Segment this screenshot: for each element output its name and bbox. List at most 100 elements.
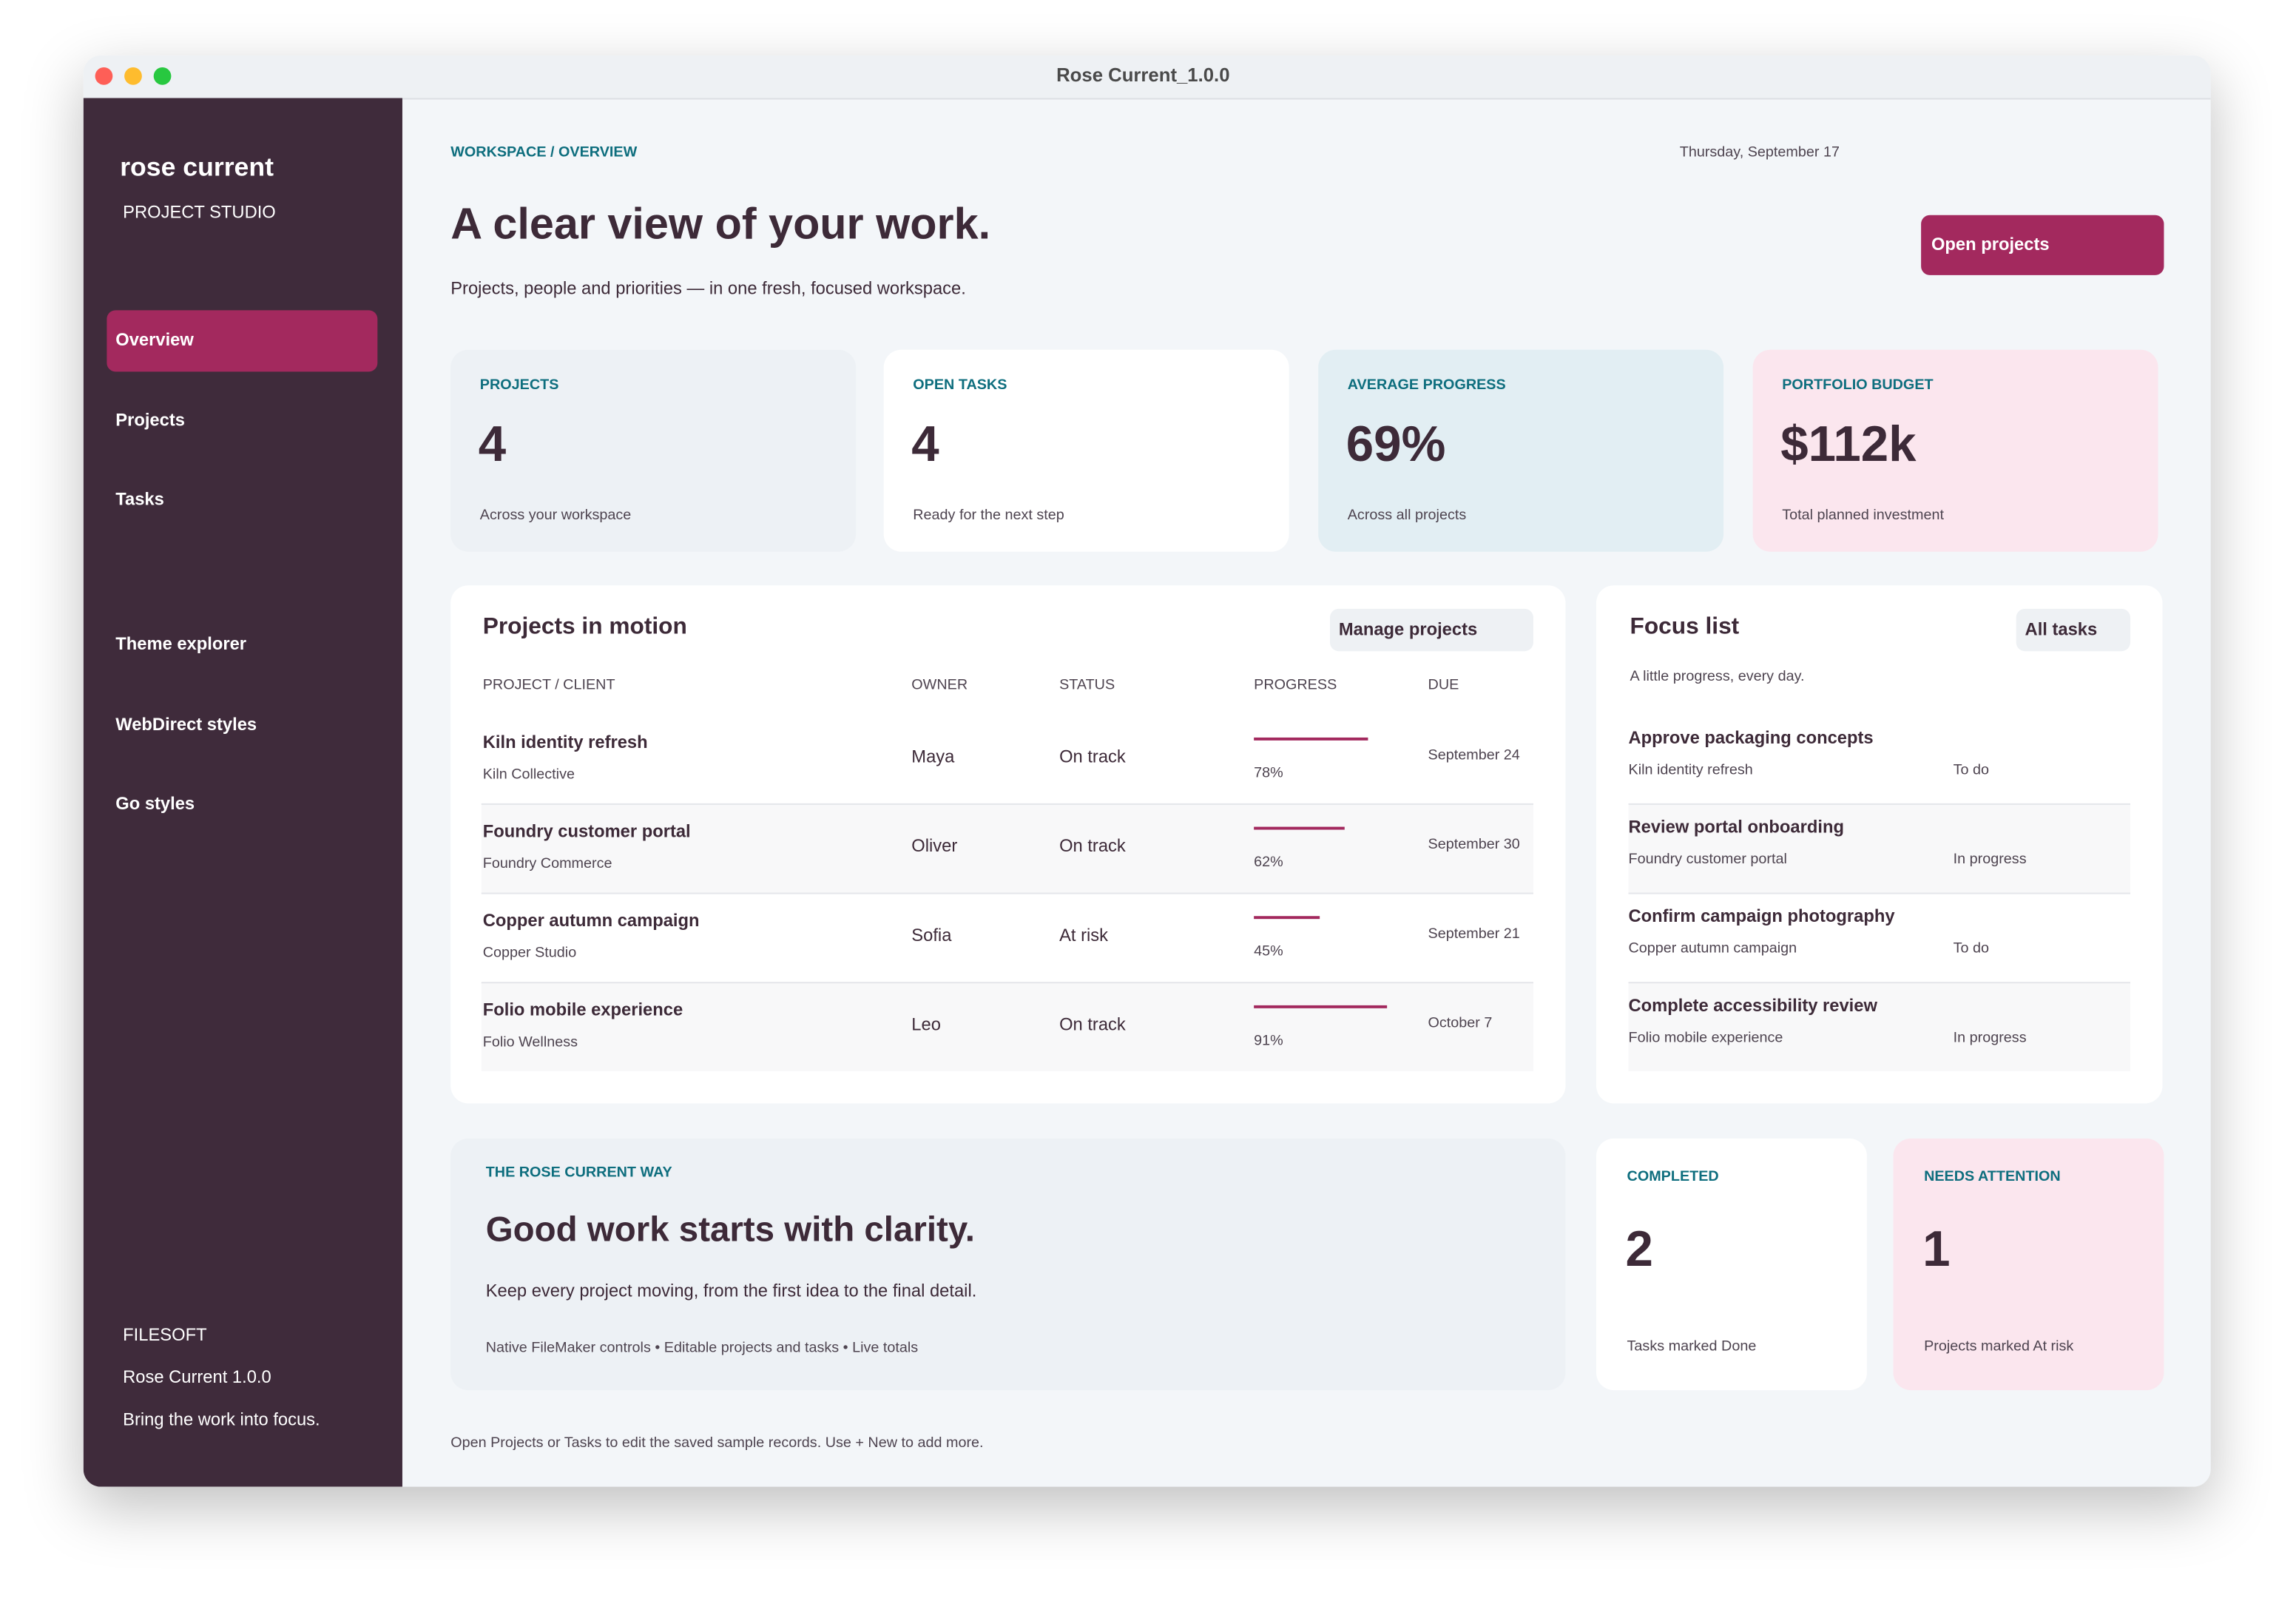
row-background [481,982,1533,1071]
progress-bar [1254,916,1320,920]
row-background [1628,803,2130,893]
nav-item[interactable]: WebDirect styles [115,714,257,735]
row-divider [481,803,1533,805]
progress-label: 45% [1254,943,1283,960]
brand: rose current [120,152,274,182]
manage-button[interactable] [1330,608,1533,652]
date: Thursday, September 17 [1679,144,1840,161]
task-project: Foundry customer portal [1628,852,1787,868]
page-subtitle: Projects, people and priorities — in one… [450,277,966,299]
column-header: DUE [1428,677,1459,694]
nav-active [107,310,378,372]
panel-title: Projects in motion [482,614,687,640]
progress-bar [1254,737,1368,741]
task-project: Folio mobile experience [1628,1030,1783,1047]
all-tasks-button[interactable] [2016,608,2130,652]
stat-note: Ready for the next step [913,508,1064,525]
page-title: A clear view of your work. [450,200,991,249]
task-name: Review portal onboarding [1628,816,1844,837]
panel-title: Focus list [1630,614,1740,640]
project-name: Kiln identity refresh [482,732,648,752]
minimize-button[interactable] [124,67,142,85]
stat-note: Across your workspace [479,508,632,525]
progress-bar [1254,1005,1388,1008]
way-panel [450,1138,1566,1391]
stat-label: OPEN TASKS [913,377,1007,394]
panel-subtitle: A little progress, every day. [1630,668,1805,685]
owner: Leo [911,1014,941,1035]
project-client: Copper Studio [482,945,577,962]
stat-value: 69% [1345,417,1446,473]
column-header: PROJECT / CLIENT [482,677,615,694]
close-button[interactable] [95,67,113,85]
stat-label: AVERAGE PROGRESS [1347,377,1506,394]
stat-card [450,349,857,552]
task-name: Complete accessibility review [1628,995,1877,1016]
button-label[interactable]: All tasks [2025,618,2098,640]
way-text: Keep every project moving, from the firs… [485,1280,977,1301]
task-name: Confirm campaign photography [1628,906,1895,927]
summary-label: NEEDS ATTENTION [1924,1169,2061,1186]
progress-label: 91% [1254,1033,1283,1050]
zoom-button[interactable] [153,67,172,85]
row-divider [481,982,1533,984]
status: On track [1059,835,1126,857]
way-meta: Native FileMaker controls • Editable pro… [485,1340,919,1357]
owner: Oliver [911,835,958,857]
task-project: Kiln identity refresh [1628,762,1753,779]
open-projects-button[interactable] [1921,215,2164,275]
stat-card [1318,349,1724,552]
nav-item[interactable]: Overview [115,329,194,350]
nav-item[interactable]: Tasks [115,488,164,510]
stat-note: Total planned investment [1782,508,1945,525]
nav-item[interactable]: Projects [115,409,185,431]
brand-subtitle: PROJECT STUDIO [123,201,276,223]
due-date: September 24 [1428,747,1520,764]
nav-item[interactable]: Theme explorer [115,633,247,655]
task-status: To do [1953,762,1990,779]
project-client: Kiln Collective [482,766,575,783]
summary-label: COMPLETED [1627,1169,1719,1186]
project-name: Folio mobile experience [482,999,683,1020]
button-label[interactable]: Open projects [1931,234,2050,255]
summary-note: Projects marked At risk [1924,1338,2074,1355]
summary-card [1893,1138,2164,1391]
task-status: To do [1953,940,1990,957]
summary-value: 2 [1625,1221,1653,1278]
stat-value: $112k [1780,417,1917,473]
nav-item[interactable]: Go styles [115,793,195,814]
progress-label: 78% [1254,765,1283,782]
owner: Maya [911,746,955,767]
due-date: September 30 [1428,837,1520,854]
footnote: Open Projects or Tasks to edit the saved… [450,1435,984,1452]
breadcrumb: WORKSPACE / OVERVIEW [450,144,638,161]
project-client: Foundry Commerce [482,856,612,872]
column-header: PROGRESS [1254,677,1337,694]
project-name: Foundry customer portal [482,820,691,842]
progress-label: 62% [1254,854,1283,871]
footer-tagline: Bring the work into focus. [123,1409,320,1430]
stat-label: PROJECTS [479,377,559,394]
due-date: September 21 [1428,926,1520,943]
project-name: Copper autumn campaign [482,910,700,931]
task-name: Approve packaging concepts [1628,727,1874,748]
status: At risk [1059,925,1109,945]
way-label: THE ROSE CURRENT WAY [485,1164,672,1181]
owner: Sofia [911,925,952,945]
button-label[interactable]: Manage projects [1338,618,1478,640]
row-divider [1628,803,2130,805]
summary-card [1596,1138,1867,1391]
stat-card [883,349,1289,552]
column-header: OWNER [911,677,968,694]
summary-value: 1 [1922,1221,1951,1278]
stat-card [1752,349,2158,552]
task-status: In progress [1953,1030,2027,1047]
row-divider [1628,982,2130,984]
status: On track [1059,1014,1126,1035]
way-title: Good work starts with clarity. [485,1210,975,1250]
title-bar [83,55,2211,100]
footer-version: Rose Current 1.0.0 [123,1366,271,1388]
